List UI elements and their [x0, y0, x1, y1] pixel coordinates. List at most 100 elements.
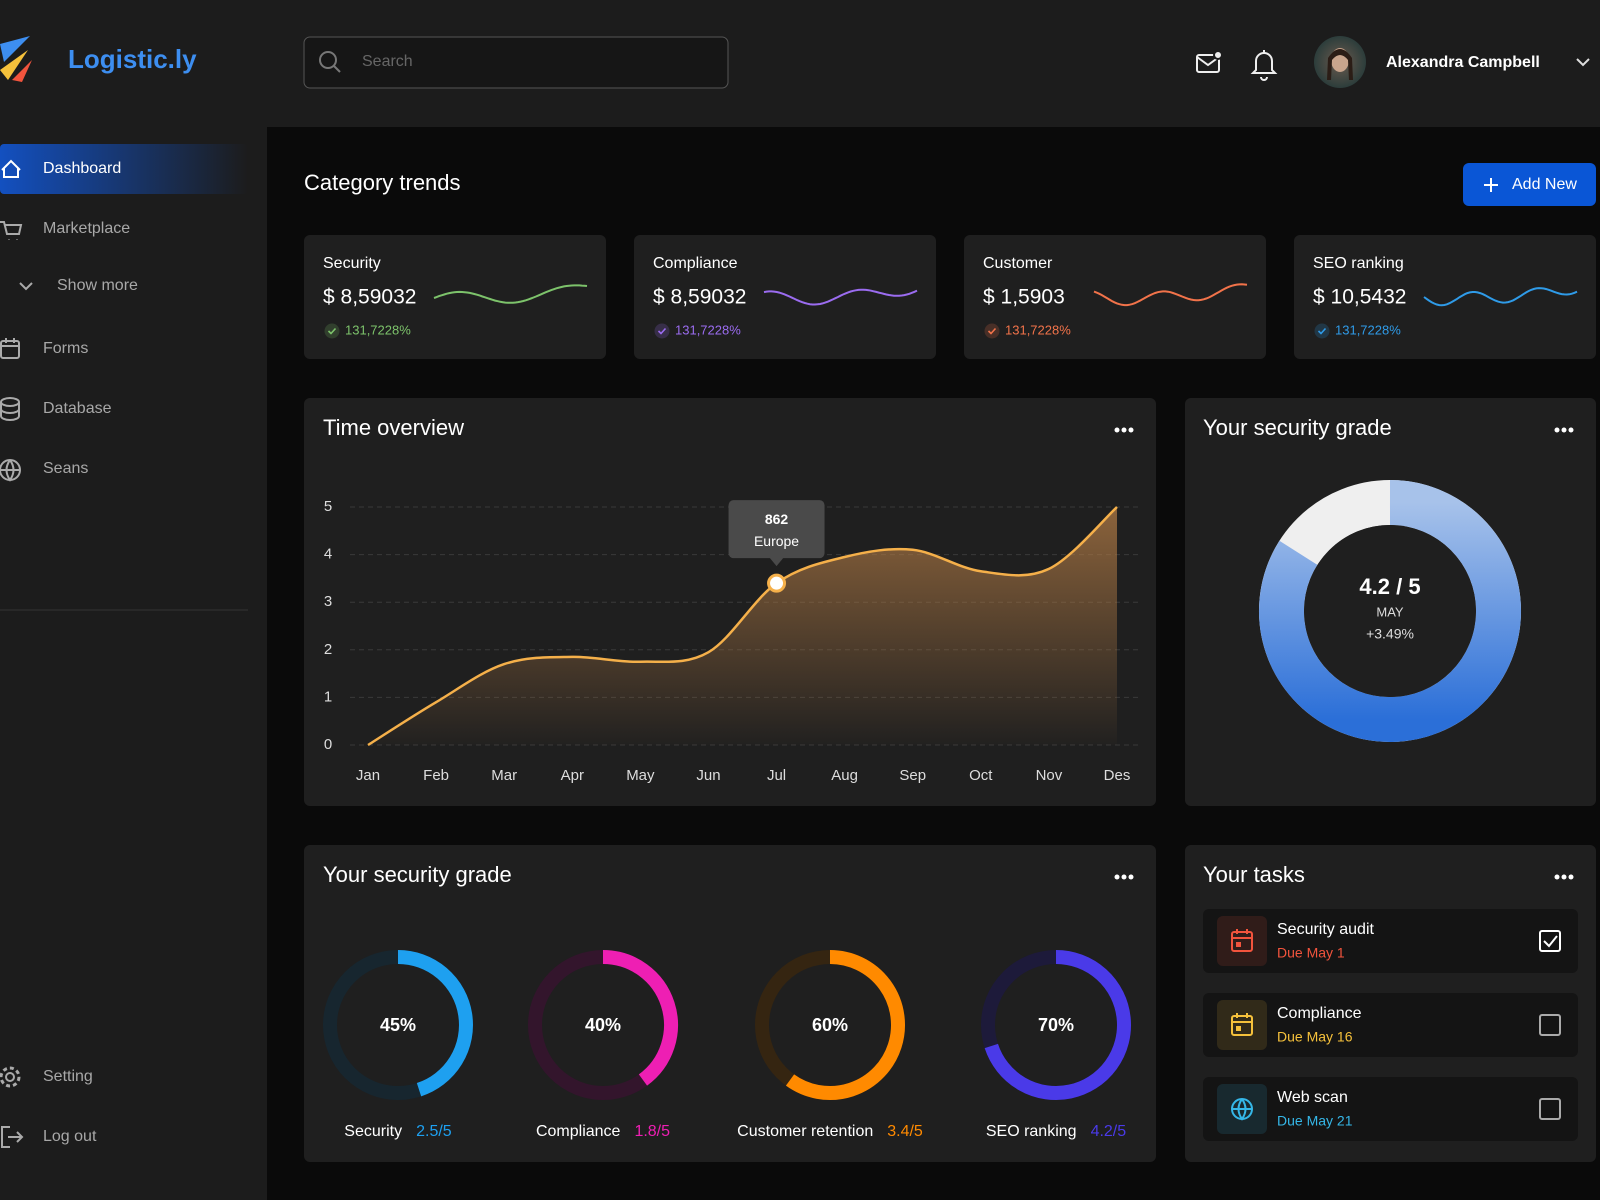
x-tick-label: Jan [356, 767, 380, 784]
task-due: Due May 21 [1277, 1113, 1353, 1129]
nav-item[interactable]: Database [43, 400, 112, 417]
y-tick-label: 5 [324, 498, 332, 515]
panel-title: Your security grade [1203, 415, 1392, 440]
trend-card[interactable]: Customer $ 1,5903 131,7228% [964, 235, 1266, 359]
task-bg [1203, 1077, 1578, 1141]
ring-score: 3.4/5 [887, 1123, 923, 1140]
x-tick-label: Mar [491, 767, 517, 784]
button-bg[interactable] [1463, 163, 1596, 206]
nav-item[interactable]: Setting [43, 1068, 93, 1085]
trend-card[interactable]: Compliance $ 8,59032 131,7228% [634, 235, 936, 359]
trend-card[interactable]: Security $ 8,59032 131,7228% [304, 235, 606, 359]
x-tick-label: Des [1104, 767, 1131, 784]
more-menu[interactable] [1554, 427, 1574, 433]
nav-item[interactable]: Marketplace [43, 220, 130, 237]
tooltip-arrow [769, 557, 784, 567]
user-menu[interactable]: Alexandra Campbell [1314, 36, 1590, 88]
bell-icon[interactable] [1250, 50, 1278, 81]
button-label: Add New [1512, 176, 1577, 193]
ring-name: Customer retention [737, 1123, 873, 1140]
more-menu[interactable] [1114, 874, 1134, 880]
nav-item[interactable]: Seans [43, 460, 88, 477]
more-menu[interactable] [1554, 874, 1574, 880]
ring-value: 70% [1038, 1015, 1074, 1035]
task-checkbox[interactable] [1539, 1014, 1561, 1036]
more-menu[interactable] [1114, 427, 1134, 433]
y-tick-label: 1 [324, 688, 332, 705]
check-icon [327, 327, 337, 335]
ring-caption: Security 2.5/5 [344, 1123, 451, 1140]
ring-name: SEO ranking [986, 1123, 1077, 1140]
card-change: 131,7228% [1005, 322, 1071, 337]
task-checkbox[interactable] [1539, 1098, 1561, 1120]
ring-score: 2.5/5 [416, 1123, 452, 1140]
x-tick-label: Feb [423, 767, 449, 784]
card-value: $ 10,5432 [1313, 286, 1406, 309]
search-box[interactable] [303, 36, 729, 89]
nav-item[interactable]: Log out [43, 1128, 97, 1145]
area [368, 507, 1117, 745]
ring-score: 4.2/5 [1091, 1123, 1127, 1140]
task-icon-bg [1217, 1000, 1267, 1050]
icon-globe [0, 459, 20, 482]
nav-active [0, 144, 248, 194]
sparkline [1093, 283, 1248, 307]
panel-title: Your tasks [1203, 862, 1305, 887]
search-icon [319, 51, 337, 69]
sparkline [763, 288, 918, 306]
panel-title: Your security grade [323, 862, 512, 887]
task-row[interactable]: Compliance Due May 16 [1203, 993, 1578, 1057]
card-value: $ 8,59032 [653, 286, 746, 309]
mail-icon[interactable] [1196, 50, 1223, 73]
chevron [1576, 58, 1590, 67]
x-tick-label: May [626, 767, 655, 784]
card-bg [304, 235, 606, 359]
task-title: Security audit [1277, 921, 1374, 938]
task-checkbox[interactable] [1539, 930, 1561, 952]
logo[interactable]: Logistic.ly [0, 36, 197, 82]
y-tick-label: 2 [324, 641, 332, 658]
task-icon-bg [1217, 916, 1267, 966]
x-tick-label: Oct [969, 767, 993, 784]
x-tick-label: Apr [561, 767, 584, 784]
card-title: SEO ranking [1313, 255, 1404, 272]
nav-item[interactable]: Dashboard [43, 160, 121, 177]
task-row[interactable]: Security audit Due May 1 [1203, 909, 1578, 973]
ring-caption: Customer retention 3.4/5 [737, 1123, 923, 1140]
nav-item[interactable]: Show more [57, 277, 138, 294]
trend-card[interactable]: SEO ranking $ 10,5432 131,7228% [1294, 235, 1596, 359]
nav-item[interactable]: Forms [43, 340, 88, 357]
globe-icon [1232, 1098, 1252, 1121]
more-menus [1114, 427, 1574, 880]
ring-arc [397, 950, 473, 1097]
check-badge [654, 323, 670, 339]
task-bg [1203, 993, 1578, 1057]
add-new-button[interactable]: Add New [1463, 163, 1596, 206]
card-change: 131,7228% [345, 322, 411, 337]
check-icon [987, 327, 997, 335]
task-bg [1203, 909, 1578, 973]
x-tick-label: Sep [899, 767, 926, 784]
calendar-icon [1232, 929, 1252, 939]
card-bg [964, 235, 1266, 359]
card-title: Customer [983, 255, 1053, 272]
icon-home [1, 159, 21, 178]
x-tick-label: Aug [831, 767, 858, 784]
check-badge [1314, 323, 1330, 339]
icon-chevron [19, 282, 33, 291]
x-tick-label: Nov [1036, 767, 1063, 784]
icon-forms [1, 338, 19, 347]
panel [304, 845, 1156, 1162]
task-row[interactable]: Web scan Due May 21 [1203, 1077, 1578, 1141]
avatar [1327, 49, 1353, 80]
card-bg [634, 235, 936, 359]
section-title: Category trends [304, 170, 461, 195]
check-badge [984, 323, 1000, 339]
calendar-icon [1231, 931, 1253, 952]
tooltip: 862 Europe [728, 500, 825, 593]
card-value: $ 1,5903 [983, 286, 1065, 309]
search[interactable]: Search [303, 36, 729, 89]
ring-value: 60% [812, 1015, 848, 1035]
